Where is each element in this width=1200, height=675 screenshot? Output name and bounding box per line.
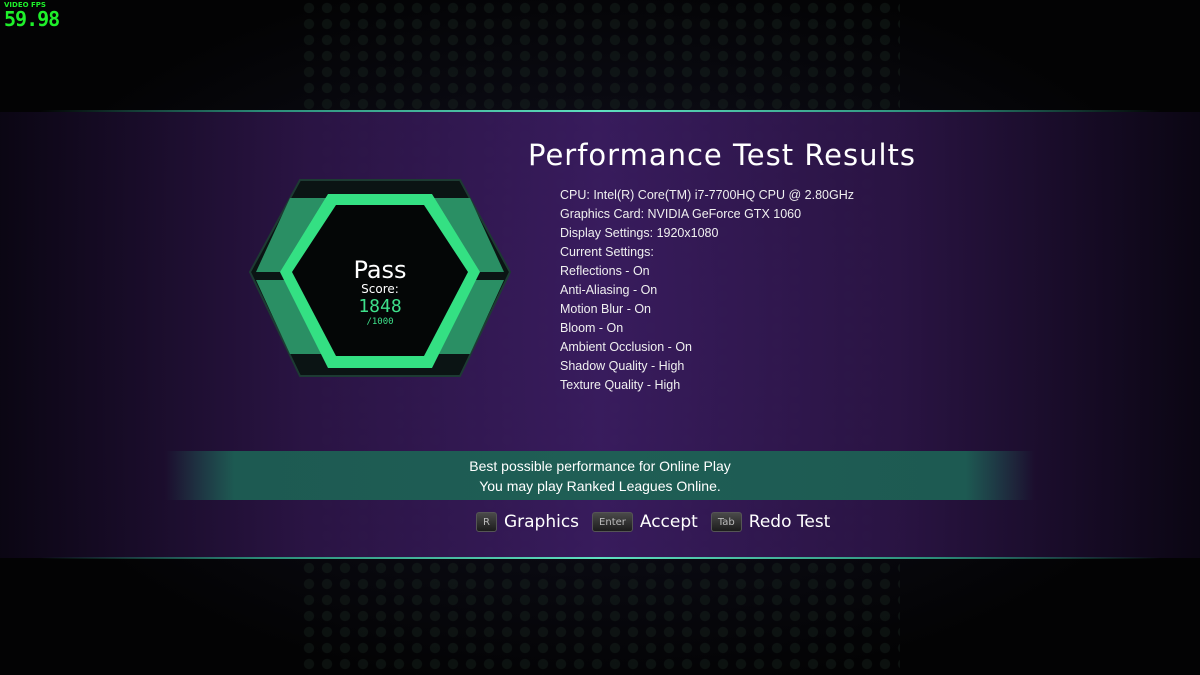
key-tab-icon[interactable]: Tab xyxy=(710,512,742,532)
panel-bottom-divider xyxy=(40,557,1160,559)
spec-reflections: Reflections - On xyxy=(560,264,650,278)
control-hints: R Graphics Enter Accept Tab Redo Test xyxy=(476,512,836,532)
system-specs: CPU: Intel(R) Core(TM) i7-7700HQ CPU @ 2… xyxy=(560,186,854,395)
page-title: Performance Test Results xyxy=(528,138,917,172)
result-status: Pass xyxy=(353,256,407,284)
score-max: /1000 xyxy=(366,317,394,327)
fps-counter: VIDEO FPS 59.98 xyxy=(4,1,60,31)
graphics-button[interactable]: Graphics xyxy=(503,512,580,532)
spec-ambient-occlusion: Ambient Occlusion - On xyxy=(560,340,692,354)
score-value: 1848 xyxy=(358,296,402,317)
score-label: Score: xyxy=(361,282,399,296)
key-enter-icon[interactable]: Enter xyxy=(592,512,633,532)
score-display: Pass Score: 1848 /1000 xyxy=(300,258,460,327)
spec-bloom: Bloom - On xyxy=(560,321,624,335)
spec-anti-aliasing: Anti-Aliasing - On xyxy=(560,283,658,297)
spec-current-settings: Current Settings: xyxy=(560,245,654,259)
fps-label: VIDEO FPS xyxy=(4,1,46,9)
spec-display: Display Settings: 1920x1080 xyxy=(560,226,719,240)
panel-top-divider xyxy=(40,110,1160,112)
result-banner: Best possible performance for Online Pla… xyxy=(165,451,1035,500)
score-hexagon-badge xyxy=(248,179,512,377)
spec-texture-quality: Texture Quality - High xyxy=(560,378,681,392)
spec-cpu: CPU: Intel(R) Core(TM) i7-7700HQ CPU @ 2… xyxy=(560,188,855,202)
key-r-icon[interactable]: R xyxy=(476,512,497,532)
banner-line-1: Best possible performance for Online Pla… xyxy=(469,458,731,474)
spec-shadow-quality: Shadow Quality - High xyxy=(560,359,685,373)
fps-value: 59.98 xyxy=(4,7,60,31)
spec-gpu: Graphics Card: NVIDIA GeForce GTX 1060 xyxy=(560,207,802,221)
spec-motion-blur: Motion Blur - On xyxy=(560,302,652,316)
redo-test-button[interactable]: Redo Test xyxy=(748,512,831,532)
accept-button[interactable]: Accept xyxy=(639,512,698,532)
banner-line-2: You may play Ranked Leagues Online. xyxy=(479,478,721,494)
